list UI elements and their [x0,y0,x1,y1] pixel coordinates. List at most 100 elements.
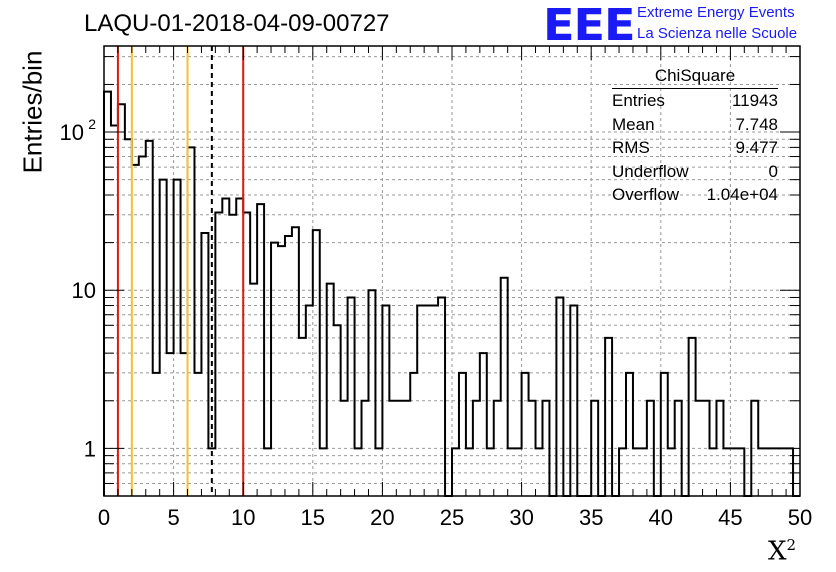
histogram-bin [389,401,396,496]
histogram-bin [153,373,160,496]
histogram-bin [431,306,438,496]
histogram-bin [542,401,549,496]
x-tick-label: 10 [231,505,255,530]
x-tick-label: 50 [788,505,812,530]
histogram-bin [139,157,146,496]
histogram-bin [737,448,744,496]
x-tick-label: 15 [301,505,325,530]
histogram-bin [696,401,703,496]
histogram-bin [466,448,473,496]
x-tick-label: 25 [440,505,464,530]
y-axis-label: Entries/bin [17,50,48,174]
histogram-bin [132,165,139,496]
histogram-bin [362,401,369,496]
histogram-bin [473,401,480,496]
histogram-layer [103,90,800,497]
histogram-bin [494,401,501,496]
histogram-bin [689,338,696,496]
x-tick-label: 0 [98,505,110,530]
histogram-bin [716,401,723,496]
histogram-bin [243,213,250,496]
histogram-series [103,90,800,497]
y-tick-exponent: 2 [88,116,96,132]
histogram-bin [668,448,675,496]
histogram-bin [292,227,299,496]
histogram-bin [522,373,529,496]
histogram-bin [438,297,445,496]
histogram-bin [508,448,515,496]
eee-logo: EEE [543,0,636,51]
histogram-bin [257,204,264,496]
histogram-bin [285,236,292,496]
histogram-bin [459,373,466,496]
histogram-bin [480,353,487,496]
logo-line-2: La Scienza nelle Scuole [637,25,798,42]
histogram-bin [111,126,118,496]
histogram-bin [779,448,786,496]
histogram-bin [640,448,647,496]
histogram-bin [487,448,494,496]
histogram-bin [306,306,313,496]
histogram-bin [703,401,710,496]
stats-row-overflow: Overflow 1.04e+04 [612,185,778,204]
histogram-bin [222,199,229,496]
histogram-bin [758,448,765,496]
histogram-bin [417,306,424,496]
stats-row-entries: Entries 11943 [612,91,778,110]
histogram-bin [181,353,188,496]
histogram-bin [619,448,626,496]
reference-lines [116,46,245,496]
histogram-bin [334,325,341,496]
x-tick-label: 40 [649,505,673,530]
logo-line-1: Extreme Energy Events [637,4,795,21]
histogram-bin [515,448,522,496]
histogram-bin [605,338,612,496]
histogram-bin [723,448,730,496]
histogram-bin [424,306,431,496]
histogram-bin [647,401,654,496]
histogram-bin [174,180,181,496]
histogram-bin [236,199,243,496]
histogram-bin [299,338,306,496]
x-tick-label: 45 [718,505,742,530]
histogram-bin [661,373,668,496]
histogram-bin [104,92,111,496]
x-axis-ticks: 0 5 10 15 20 25 30 35 40 45 50 [98,46,812,530]
y-tick-label: 10 [60,120,84,145]
histogram-bin [626,373,633,496]
histogram-bin [125,139,132,496]
histogram-bin [410,373,417,496]
histogram-bin [201,233,208,496]
histogram-bin [320,448,327,496]
x-tick-label: 35 [579,505,603,530]
histogram-bin [160,180,167,496]
histogram-bin [194,373,201,496]
histogram-bin [167,353,174,496]
histogram-bin [375,448,382,496]
histogram-bin [536,448,543,496]
histogram-bin [146,141,153,496]
histogram-bin [341,401,348,496]
histogram-bin [250,284,257,496]
x-axis-label: X2 [768,536,797,567]
histogram-bin [396,401,403,496]
histogram-bin [633,448,640,496]
x-tick-label: 5 [167,505,179,530]
histogram-bin [229,215,236,496]
histogram-bin [264,448,271,496]
histogram-bin [591,401,598,496]
histogram-bin [452,448,459,496]
y-tick-label: 1 [84,436,96,461]
histogram-bin [188,147,195,496]
histogram-bin [368,290,375,496]
histogram-bin [355,448,362,496]
histogram-bin [313,230,320,496]
histogram-bin [710,448,717,496]
y-tick-label: 10 [72,278,96,303]
histogram-bin [215,213,222,496]
histogram-bin [278,246,285,496]
histogram-bin [348,297,355,496]
histogram-bin [751,401,758,496]
